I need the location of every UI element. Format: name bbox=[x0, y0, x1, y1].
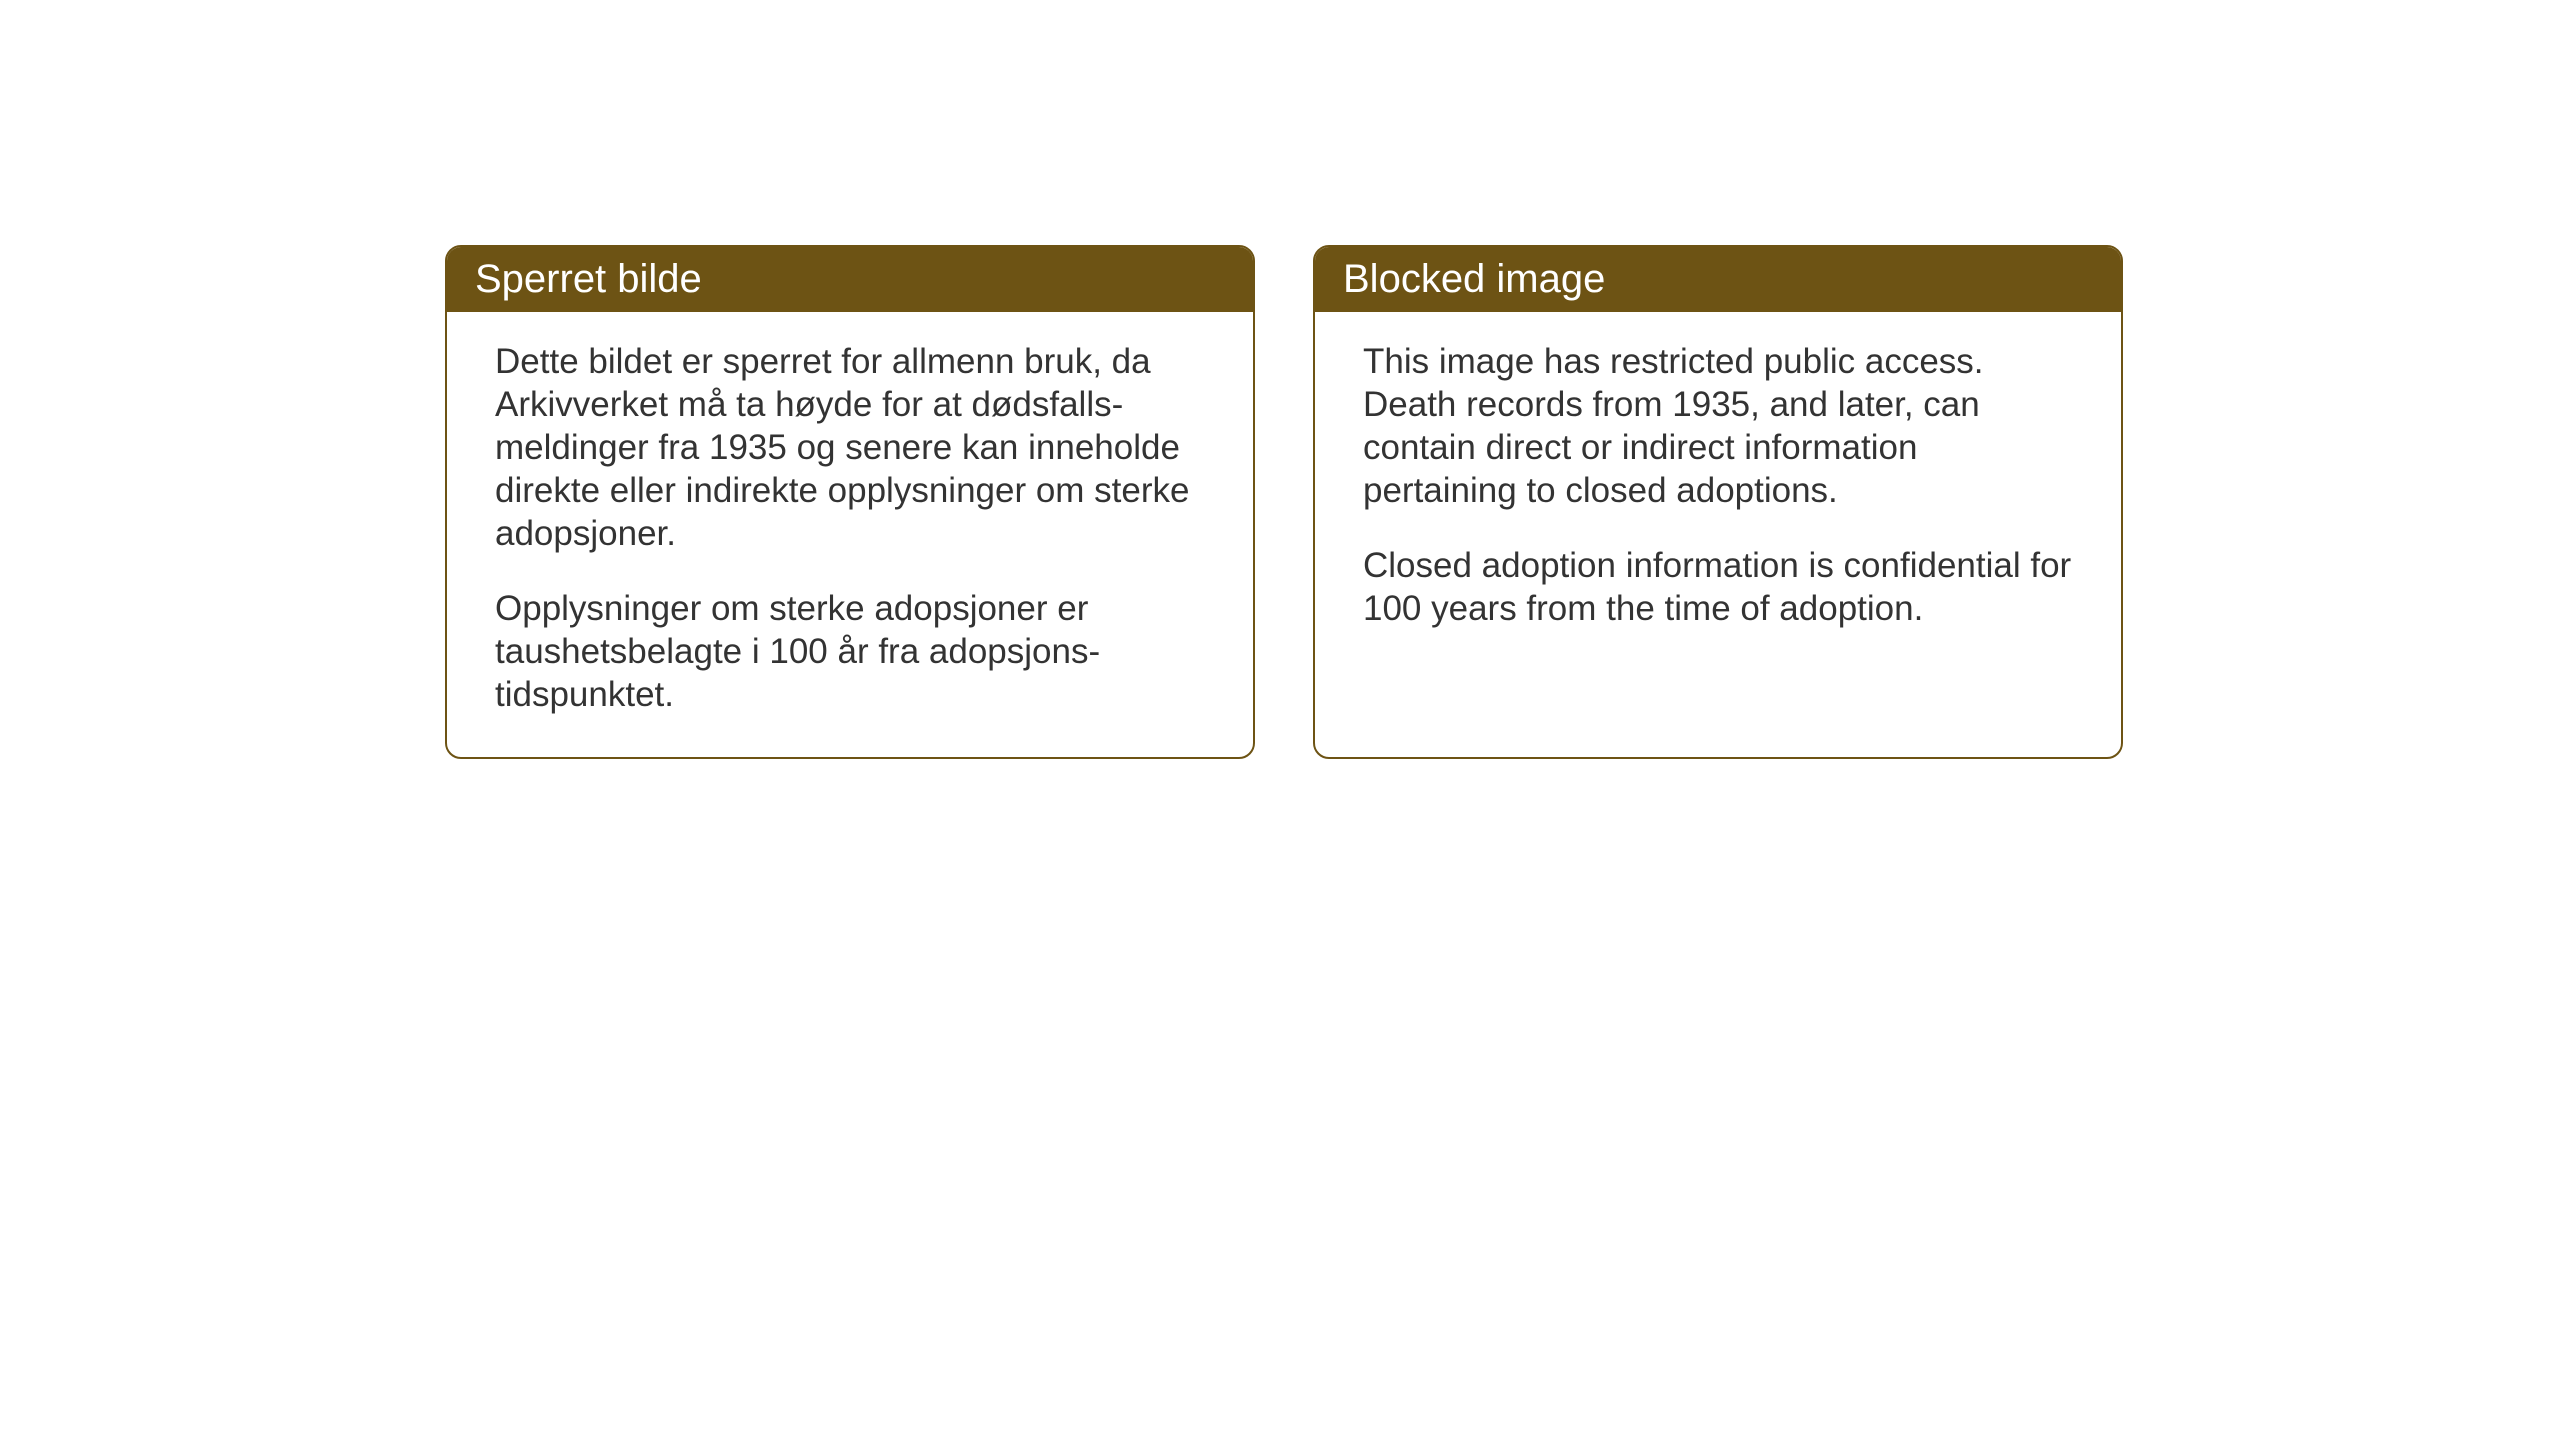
english-paragraph-2: Closed adoption information is confident… bbox=[1363, 544, 2073, 630]
english-card-title: Blocked image bbox=[1315, 247, 2121, 312]
english-notice-card: Blocked image This image has restricted … bbox=[1313, 245, 2123, 759]
english-paragraph-1: This image has restricted public access.… bbox=[1363, 340, 2073, 512]
norwegian-card-body: Dette bildet er sperret for allmenn bruk… bbox=[447, 312, 1253, 752]
cards-container: Sperret bilde Dette bildet er sperret fo… bbox=[445, 245, 2123, 759]
norwegian-paragraph-2: Opplysninger om sterke adopsjoner er tau… bbox=[495, 587, 1205, 716]
norwegian-paragraph-1: Dette bildet er sperret for allmenn bruk… bbox=[495, 340, 1205, 555]
norwegian-card-title: Sperret bilde bbox=[447, 247, 1253, 312]
english-card-body: This image has restricted public access.… bbox=[1315, 312, 2121, 666]
norwegian-notice-card: Sperret bilde Dette bildet er sperret fo… bbox=[445, 245, 1255, 759]
